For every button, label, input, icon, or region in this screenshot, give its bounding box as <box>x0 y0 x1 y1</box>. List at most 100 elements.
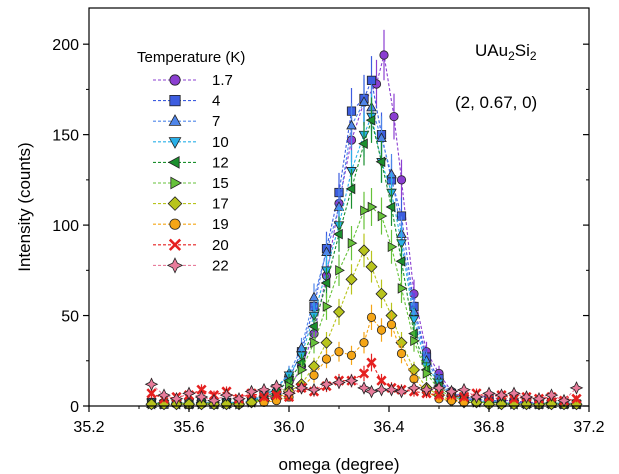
data-point <box>258 391 270 403</box>
compound-sub-2: 2 <box>530 49 537 63</box>
legend-label: 1.7 <box>212 72 233 89</box>
data-point <box>422 368 433 379</box>
data-point <box>308 291 320 302</box>
y-tick-label: 200 <box>52 37 79 54</box>
x-tick-label: 36.0 <box>273 419 304 436</box>
data-point <box>358 368 370 379</box>
legend-item: 17 <box>153 196 229 213</box>
data-point <box>307 382 321 397</box>
data-point <box>457 382 471 397</box>
data-point <box>407 381 421 395</box>
data-point <box>389 111 399 122</box>
data-point <box>333 228 343 240</box>
data-point <box>410 335 420 347</box>
legend-item: 19 <box>153 216 229 233</box>
data-point <box>397 283 408 294</box>
data-point <box>458 391 470 403</box>
legend-marker <box>168 114 182 126</box>
legend-marker <box>169 74 181 86</box>
data-point <box>367 201 378 213</box>
data-point <box>419 382 434 397</box>
data-point <box>385 201 396 213</box>
data-point <box>282 386 296 401</box>
legend-label: 19 <box>212 216 229 233</box>
data-point <box>376 325 387 335</box>
legend-item: 4 <box>153 93 220 110</box>
data-point <box>433 390 445 401</box>
data-point <box>245 396 258 409</box>
data-point <box>294 381 309 395</box>
data-point <box>469 390 484 404</box>
data-point <box>257 382 271 397</box>
data-point <box>196 384 207 395</box>
data-point <box>344 373 359 388</box>
legend-item: 10 <box>153 134 229 151</box>
data-point <box>396 239 407 250</box>
legend-item: 15 <box>153 175 229 192</box>
data-point <box>310 337 320 348</box>
legend-marker <box>166 257 184 274</box>
compound-sub-1: 2 <box>508 49 515 63</box>
series-line <box>151 118 577 405</box>
data-point <box>375 287 388 300</box>
data-point <box>271 390 282 401</box>
legend-marker <box>168 137 182 149</box>
data-point <box>335 265 345 276</box>
data-point <box>320 277 331 289</box>
compound-mid: Si <box>515 41 530 60</box>
legend-label: 22 <box>212 257 229 274</box>
data-point <box>321 354 332 364</box>
data-point <box>194 390 209 404</box>
data-point <box>358 96 370 106</box>
data-point <box>366 312 377 322</box>
data-point <box>244 384 259 399</box>
legend-title: Temperature (K) <box>137 49 245 66</box>
data-point <box>346 350 357 360</box>
data-point <box>360 205 370 216</box>
data-point <box>387 241 398 253</box>
data-point <box>346 119 357 130</box>
x-tick-label: 35.6 <box>173 419 204 436</box>
data-point <box>157 388 171 402</box>
legend-label: 4 <box>212 93 220 110</box>
data-point <box>308 321 318 332</box>
compound-main: UAu <box>475 41 508 60</box>
data-point <box>195 398 208 411</box>
plot-area <box>144 29 584 411</box>
x-tick-label: 36.4 <box>373 419 404 436</box>
data-point <box>365 114 376 126</box>
legend-item: 12 <box>153 154 229 171</box>
data-point <box>320 336 333 349</box>
data-point <box>322 301 333 312</box>
data-point <box>444 384 459 399</box>
legend-item: 20 <box>153 237 229 254</box>
y-axis-title: Intensity (counts) <box>15 142 34 271</box>
legend-marker <box>167 196 183 211</box>
y-tick-label: 100 <box>52 218 79 235</box>
compound-label: UAu2Si2 <box>475 41 537 63</box>
data-point <box>366 357 377 368</box>
x-axis-title: omega (degree) <box>279 455 400 474</box>
data-point <box>519 390 534 404</box>
legend-marker <box>169 95 181 107</box>
data-point <box>494 388 509 402</box>
data-point <box>482 386 496 401</box>
data-point <box>332 375 346 390</box>
data-point <box>507 386 521 401</box>
data-point <box>374 382 389 397</box>
series-20 <box>146 353 582 406</box>
data-point <box>182 386 196 401</box>
data-point <box>376 375 387 386</box>
legend-label: 7 <box>212 113 220 130</box>
data-point <box>396 348 407 359</box>
legend-marker <box>168 238 182 251</box>
data-point <box>345 273 358 286</box>
y-tick-label: 0 <box>70 399 79 416</box>
legend-item: 1.7 <box>153 72 233 89</box>
legend: Temperature (K) 1.7 4 7 10 12 15 17 19 20 22 <box>137 49 245 274</box>
legend-label: 12 <box>212 154 229 171</box>
data-point <box>332 305 346 318</box>
x-tick-label: 35.2 <box>73 419 104 436</box>
data-point <box>169 391 184 406</box>
data-point <box>364 384 379 399</box>
